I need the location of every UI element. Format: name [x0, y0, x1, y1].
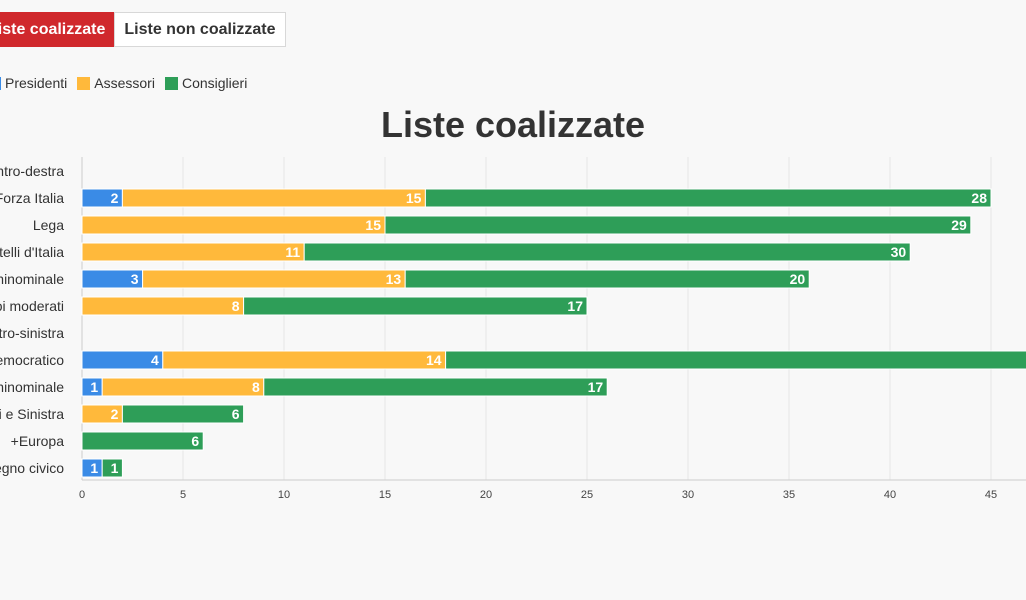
- bar-assessori-8: [101, 377, 265, 397]
- legend-swatch-consiglieri: [164, 76, 178, 90]
- value-label-assessori-8: 8: [252, 379, 260, 395]
- x-tick-label-15: 15: [379, 489, 391, 501]
- x-tick-label-40: 40: [884, 489, 896, 501]
- category-label-lega-2: Lega: [33, 217, 64, 233]
- bar-assessori-4: [142, 269, 406, 289]
- legend-label-presidenti: Presidenti: [5, 75, 68, 91]
- bar-assessori-1: [121, 188, 426, 208]
- value-label-consiglieri-9: 6: [232, 406, 240, 422]
- legend-item-consiglieri[interactable]: Consiglieri: [164, 75, 248, 91]
- category-label-fratelli-d-italia-3: Fratelli d'Italia: [0, 244, 64, 260]
- x-tick-label-20: 20: [480, 489, 492, 501]
- value-label-consiglieri-4: 20: [790, 271, 806, 287]
- bar-consiglieri-1: [424, 188, 992, 208]
- value-label-presidenti-1: 2: [111, 190, 119, 206]
- bar-assessori-7: [162, 350, 447, 370]
- chart-legend: Presidenti Assessori Consiglieri: [0, 75, 247, 91]
- legend-swatch-assessori: [77, 76, 91, 90]
- tab-liste-coalizzate[interactable]: Liste coalizzate: [0, 12, 115, 47]
- value-label-consiglieri-3: 30: [891, 244, 907, 260]
- value-label-consiglieri-11: 1: [111, 460, 119, 476]
- legend-label-consiglieri: Consiglieri: [181, 75, 248, 91]
- value-label-assessori-9: 2: [111, 406, 119, 422]
- category-label-uninominale-8: Uninominale: [0, 379, 64, 395]
- bar-consiglieri-8: [263, 377, 608, 397]
- tab-bar: Liste coalizzate Liste non coalizzate: [0, 12, 286, 47]
- category-label-centro-sinistra-6: Centro-sinistra: [0, 325, 64, 341]
- category-label-noi-moderati-5: Noi moderati: [0, 298, 64, 314]
- bar-consiglieri-2: [384, 215, 972, 235]
- category-label-centro-destra-0: Centro-destra: [0, 163, 64, 179]
- bar-consiglieri-7: [445, 350, 1026, 370]
- bar-assessori-2: [81, 215, 386, 235]
- legend-item-presidenti[interactable]: Presidenti: [0, 75, 67, 91]
- tab-liste-non-coalizzate[interactable]: Liste non coalizzate: [114, 12, 286, 47]
- x-tick-label-35: 35: [783, 489, 795, 501]
- category-label-uninominale-4: Uninominale: [0, 271, 64, 287]
- legend-swatch-presidenti: [0, 76, 1, 90]
- value-label-presidenti-11: 1: [90, 460, 98, 476]
- bar-assessori-3: [81, 242, 305, 262]
- legend-item-assessori[interactable]: Assessori: [77, 75, 155, 91]
- value-label-consiglieri-1: 28: [971, 190, 987, 206]
- value-label-assessori-1: 15: [406, 190, 422, 206]
- value-label-presidenti-4: 3: [131, 271, 139, 287]
- value-label-presidenti-7: 4: [151, 352, 159, 368]
- category-label-alleanza-verdi-e-sinistra-9: Alleanza Verdi e Sinistra: [0, 406, 64, 422]
- x-tick-label-45: 45: [985, 489, 997, 501]
- value-label-consiglieri-10: 6: [191, 433, 199, 449]
- value-label-assessori-4: 13: [386, 271, 402, 287]
- chart-title: Liste coalizzate: [380, 104, 646, 145]
- bar-consiglieri-10: [81, 431, 204, 451]
- x-tick-label-5: 5: [180, 489, 186, 501]
- x-tick-label-25: 25: [581, 489, 593, 501]
- bar-consiglieri-5: [243, 296, 588, 316]
- value-label-assessori-5: 8: [232, 298, 240, 314]
- value-label-consiglieri-2: 29: [951, 217, 967, 233]
- x-tick-label-0: 0: [79, 489, 85, 501]
- bar-assessori-5: [81, 296, 245, 316]
- bar-consiglieri-3: [303, 242, 911, 262]
- value-label-consiglieri-8: 17: [588, 379, 604, 395]
- bar-consiglieri-11: [101, 458, 123, 478]
- category-label-europa-10: +Europa: [11, 433, 65, 449]
- category-label-partito-democratico-7: Partito Democratico: [0, 352, 64, 368]
- x-tick-label-10: 10: [278, 489, 290, 501]
- bar-consiglieri-9: [121, 404, 245, 424]
- value-label-assessori-3: 11: [285, 244, 300, 260]
- value-label-assessori-7: 14: [426, 352, 442, 368]
- x-tick-label-30: 30: [682, 489, 694, 501]
- value-label-assessori-2: 15: [365, 217, 381, 233]
- category-label-forza-italia-1: Forza Italia: [0, 190, 64, 206]
- category-label-impegno-civico-11: Impegno civico: [0, 460, 64, 476]
- bar-consiglieri-4: [404, 269, 810, 289]
- legend-label-assessori: Assessori: [94, 75, 155, 91]
- value-label-consiglieri-5: 17: [567, 298, 583, 314]
- value-label-presidenti-8: 1: [90, 379, 98, 395]
